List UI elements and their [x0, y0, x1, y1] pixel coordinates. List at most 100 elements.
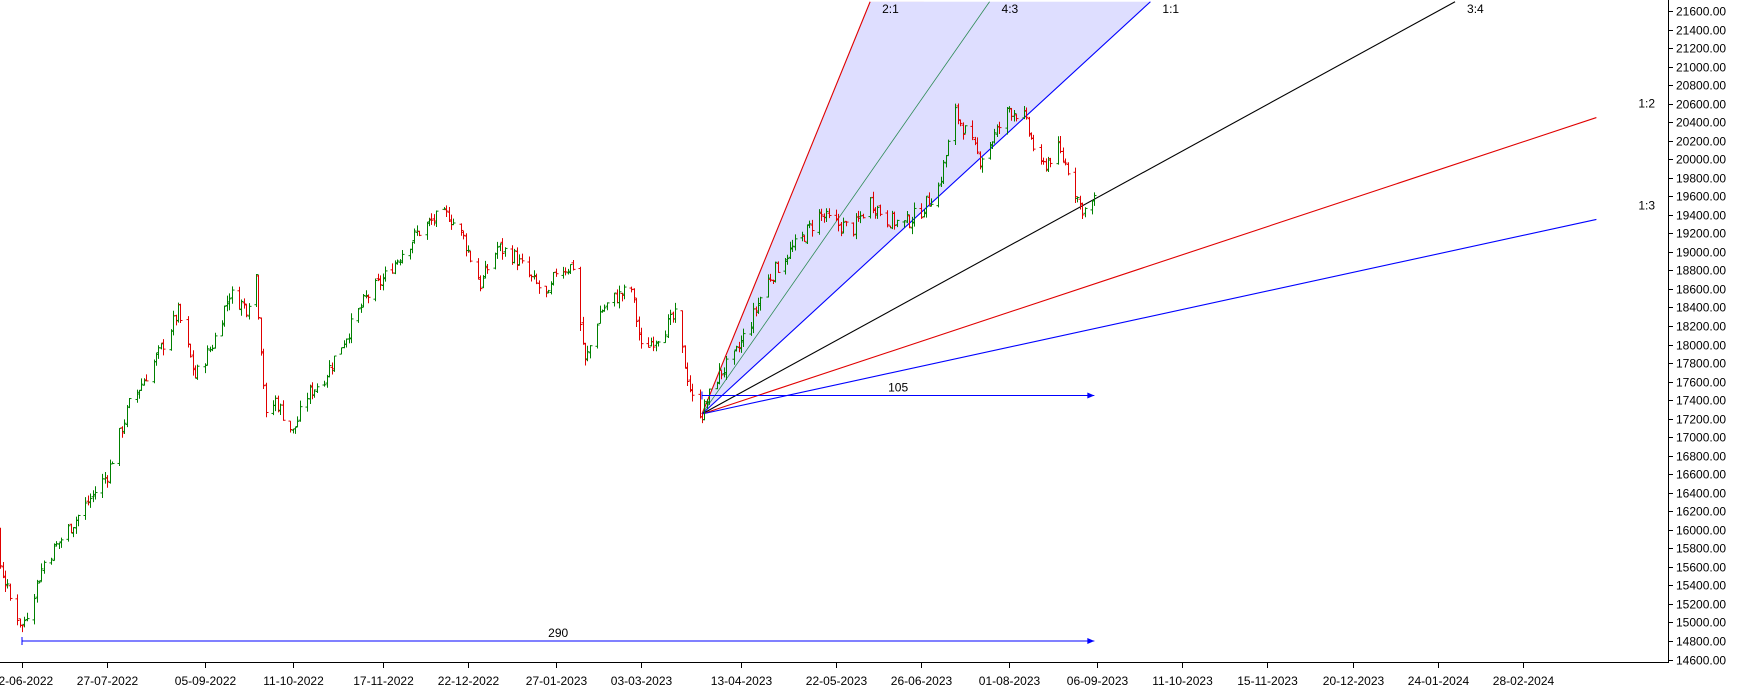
ohlc-bar — [39, 563, 44, 582]
ohlc-bar — [895, 219, 900, 228]
ohlc-bar — [295, 416, 300, 428]
ohlc-bar — [1024, 107, 1029, 120]
ohlc-bar — [929, 198, 934, 207]
ohlc-bar — [356, 308, 361, 323]
ohlc-bar — [668, 309, 673, 325]
ohlc-bar — [76, 514, 81, 527]
ohlc-bar — [963, 125, 968, 134]
ohlc-bar — [724, 355, 729, 380]
y-tick-label: 19000.00 — [1676, 246, 1726, 260]
x-tick-label: 03-03-2023 — [611, 674, 673, 688]
y-tick-label: 20200.00 — [1676, 135, 1726, 149]
ohlc-bar — [230, 286, 235, 304]
ohlc-bar — [213, 332, 218, 349]
ohlc-bar — [758, 296, 763, 311]
y-tick-label: 14600.00 — [1676, 654, 1726, 668]
ohlc-bar — [293, 426, 298, 434]
ohlc-bar — [359, 303, 364, 313]
ohlc-bar — [1092, 192, 1097, 206]
ohlc-bar — [485, 263, 490, 274]
x-tick-label: 22-06-2022 — [0, 674, 54, 688]
y-tick-label: 20800.00 — [1676, 79, 1726, 93]
ohlc-bar — [1031, 134, 1036, 152]
y-tick-label: 15200.00 — [1676, 598, 1726, 612]
ohlc-bar — [685, 362, 690, 386]
fan-label-1-1: 1:1 — [1162, 2, 1179, 16]
ohlc-bar — [768, 273, 773, 282]
ohlc-bar — [841, 217, 846, 234]
ohlc-bar — [366, 294, 371, 304]
ohlc-bar — [451, 218, 456, 226]
ohlc-bar — [785, 254, 790, 265]
ohlc-bar — [605, 302, 610, 311]
ohlc-bar — [719, 369, 724, 380]
ohlc-bar — [281, 400, 286, 421]
ohlc-bar — [315, 383, 320, 394]
y-tick-label: 16600.00 — [1676, 468, 1726, 482]
ohlc-bar — [1083, 207, 1088, 218]
ohlc-bar — [417, 230, 422, 237]
ohlc-bar — [905, 211, 910, 224]
ohlc-bar — [617, 285, 622, 309]
ohlc-bar — [819, 208, 824, 221]
y-tick-label: 19200.00 — [1676, 227, 1726, 241]
y-tick-label: 18400.00 — [1676, 301, 1726, 315]
y-tick-label: 16400.00 — [1676, 487, 1726, 501]
ohlc-bar — [790, 239, 795, 253]
y-tick-label: 19800.00 — [1676, 172, 1726, 186]
x-tick-label: 11-10-2022 — [263, 674, 324, 688]
ohlc-bar — [188, 343, 193, 358]
ohlc-bar — [690, 383, 695, 402]
ohlc-bar — [1080, 202, 1085, 219]
ohlc-bar — [312, 389, 317, 398]
ohlc-bar — [322, 380, 327, 387]
x-tick-label: 22-12-2022 — [438, 674, 500, 688]
y-tick-label: 17200.00 — [1676, 413, 1726, 427]
ohlc-bar — [634, 298, 639, 328]
ohlc-bar — [717, 363, 722, 385]
ohlc-bar — [646, 337, 651, 348]
ohlc-bar — [0, 527, 3, 569]
ohlc-bar — [946, 139, 951, 157]
ohlc-bar — [332, 355, 337, 372]
ohlc-bar — [734, 345, 739, 352]
ohlc-bar — [288, 420, 293, 433]
ohlc-bar — [651, 336, 656, 352]
ohlc-bar — [254, 274, 259, 307]
y-tick-label: 15800.00 — [1676, 542, 1726, 556]
ohlc-bar — [1012, 110, 1017, 122]
ohlc-bar — [807, 220, 812, 229]
ohlc-bar — [919, 203, 924, 219]
x-tick-label: 28-02-2024 — [1493, 674, 1555, 688]
y-tick-label: 19400.00 — [1676, 209, 1726, 223]
ohlc-bar — [953, 103, 958, 146]
ohlc-bar — [776, 261, 781, 273]
y-tick-label: 17800.00 — [1676, 357, 1726, 371]
ohlc-bar — [88, 493, 93, 508]
ohlc-bar — [707, 388, 712, 405]
ohlc-bar — [1048, 157, 1053, 168]
ohlc-bar — [361, 293, 366, 308]
y-tick-label: 16200.00 — [1676, 505, 1726, 519]
ohlc-bar — [578, 266, 583, 331]
x-tick-label: 27-07-2022 — [77, 674, 139, 688]
ohlc-bar — [110, 461, 115, 465]
y-tick-label: 17400.00 — [1676, 394, 1726, 408]
ohlc-bar — [851, 222, 856, 237]
ohlc-bar — [980, 157, 985, 173]
span-arrow-290: 290 — [21, 626, 1095, 645]
ohlc-bar — [400, 249, 405, 264]
ohlc-bar — [35, 579, 40, 603]
fan-line-1-2 — [701, 117, 1597, 415]
ohlc-bar — [537, 280, 542, 294]
ohlc-bar — [663, 330, 668, 344]
ohlc-bar — [656, 341, 661, 347]
x-axis: 22-06-2022 27-07-2022 05-09-2022 11-10-2022… — [0, 662, 1669, 688]
y-tick-label: 21200.00 — [1676, 42, 1726, 56]
y-tick-label: 20400.00 — [1676, 116, 1726, 130]
ohlc-bar — [1075, 196, 1080, 203]
x-tick-label: 27-01-2023 — [526, 674, 588, 688]
ohlc-bar — [195, 364, 200, 380]
ohlc-bar — [1066, 162, 1071, 176]
